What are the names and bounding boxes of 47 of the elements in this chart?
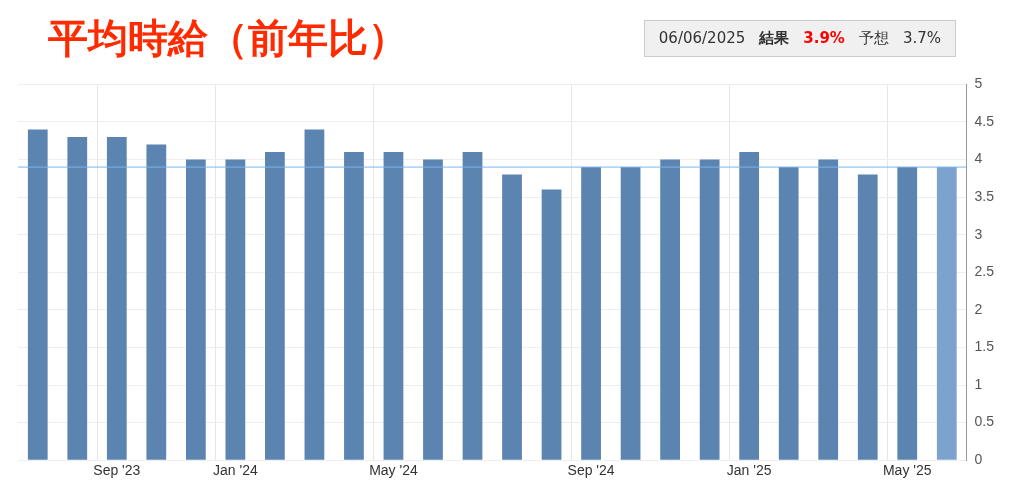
text: 結果 [759, 28, 790, 48]
x-tick-label: Jan '25 [726, 462, 772, 479]
bar [383, 152, 404, 460]
bar [304, 129, 325, 460]
y-tick-label: 4.5 [974, 112, 995, 129]
bar [739, 152, 760, 460]
bar [423, 159, 443, 460]
text: 3.7% [902, 28, 941, 48]
y-tick-label: 5 [974, 75, 983, 92]
bar [146, 144, 167, 460]
y-tick-label: 0 [974, 451, 983, 468]
y-tick-label: 3.5 [974, 188, 995, 204]
bar [344, 152, 364, 460]
bar [27, 129, 48, 460]
y-tick-label: 2.5 [974, 263, 995, 280]
bar [106, 137, 127, 460]
bar [660, 159, 680, 460]
bar [818, 159, 839, 460]
text: 3.9% [803, 28, 845, 48]
bar [185, 159, 206, 460]
text: 予想 [858, 28, 889, 48]
x-tick-label: May '25 [882, 462, 932, 479]
chart-title: 平均時給（前年比） [47, 13, 408, 63]
text: 06/06/2025 [658, 28, 746, 48]
x-tick-label: Sep '24 [567, 462, 615, 479]
bar [778, 167, 799, 460]
y-tick-label: 2 [974, 300, 983, 317]
bar [462, 152, 483, 460]
bar [225, 159, 246, 460]
bar [699, 159, 720, 460]
y-tick-label: 4 [974, 150, 983, 167]
bar [541, 189, 562, 460]
y-tick-label: 1 [974, 375, 983, 392]
bar [67, 137, 88, 460]
y-tick-label: 1.5 [974, 338, 995, 355]
bar [265, 152, 285, 460]
x-tick-label: Jan '24 [213, 462, 258, 479]
y-tick-label: 3 [974, 225, 983, 242]
x-tick-label: Sep '23 [93, 462, 141, 479]
y-tick-label: 0.5 [974, 413, 995, 430]
x-tick-label: May '24 [369, 462, 418, 479]
bar [936, 167, 957, 460]
bar [897, 167, 918, 460]
bar [581, 167, 601, 460]
bar [502, 174, 522, 460]
bar [857, 174, 878, 460]
bar [620, 167, 641, 460]
